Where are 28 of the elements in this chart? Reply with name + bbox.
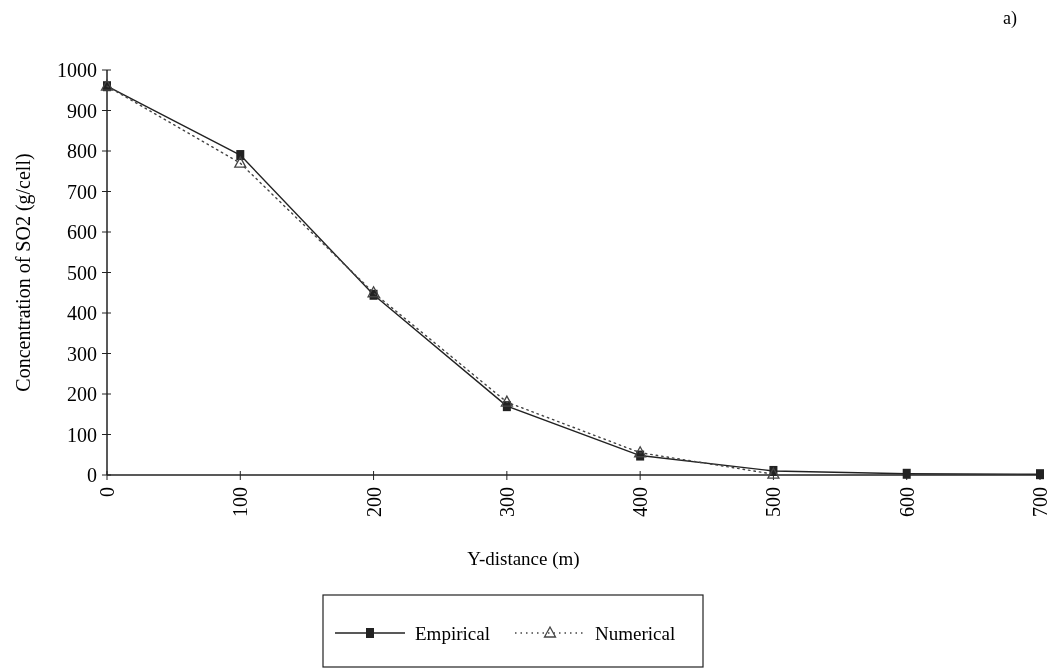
y-tick-label: 600 [67,221,97,243]
y-axis-title: Concentration of SO2 (g/cell) [12,153,35,392]
y-tick-label: 300 [67,342,97,365]
y-tick-label: 1000 [57,59,97,81]
y-tick-label: 0 [87,464,97,486]
y-tick-label: 500 [67,261,97,284]
x-tick-label: 600 [895,487,918,517]
y-tick-label: 800 [67,140,97,162]
text: a) [1003,8,1017,29]
y-tick-label: 200 [67,383,97,405]
x-tick-label: 400 [629,487,652,517]
y-tick-label: 400 [67,302,97,324]
x-tick-label: 300 [495,487,518,517]
point [500,395,514,407]
x-tick-label: 700 [1029,487,1050,517]
point [633,446,647,458]
legend-label: Empirical [415,622,490,644]
point [902,468,911,479]
y-tick-label: 700 [67,180,97,203]
x-tick-label: 200 [362,487,385,517]
x-tick-label: 100 [229,487,252,517]
x-axis-title: Y-distance (m) [467,548,580,570]
x-tick-label: 0 [96,487,118,497]
y-tick-label: 900 [67,99,97,122]
legend-label: Numerical [595,622,676,644]
x-tick-label: 500 [762,487,785,517]
y-tick-label: 100 [67,423,97,446]
point [234,156,247,168]
